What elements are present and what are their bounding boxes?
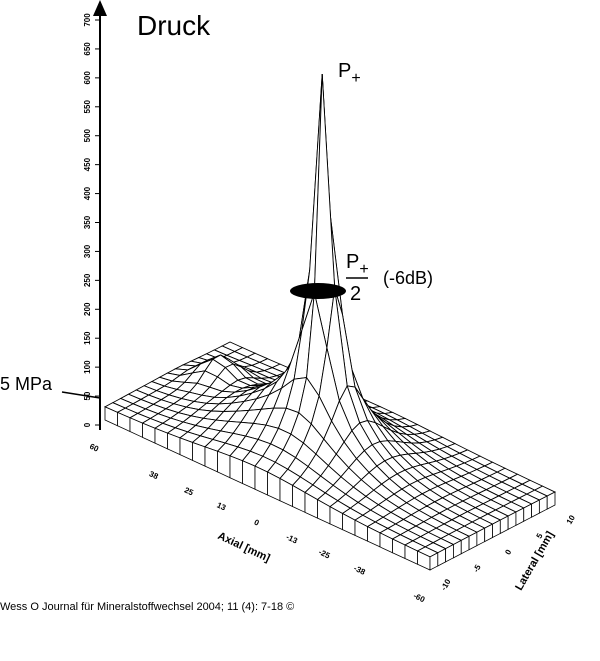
y-tick-label: 0 bbox=[503, 548, 513, 557]
z-tick-label: 350 bbox=[83, 215, 92, 229]
y-axis-label: Lateral [mm] bbox=[513, 529, 557, 592]
half-label-denominator: 2 bbox=[350, 283, 361, 305]
x-tick-label: -60 bbox=[412, 591, 427, 604]
z-tick-label: 450 bbox=[83, 157, 92, 171]
z-tick-label: 50 bbox=[83, 391, 92, 400]
z-tick-label: 100 bbox=[83, 360, 92, 374]
half-label-note: (-6dB) bbox=[383, 268, 433, 288]
y-tick-label: -10 bbox=[439, 577, 453, 592]
skirt bbox=[546, 491, 556, 510]
y-tick-label: 5 bbox=[535, 531, 545, 540]
x-tick-label: 13 bbox=[215, 501, 227, 513]
peak-label-base: P bbox=[338, 60, 351, 82]
z-tick-label: 250 bbox=[83, 273, 92, 287]
half-label-sub: + bbox=[359, 261, 368, 278]
x-tick-label: 0 bbox=[253, 518, 261, 528]
z-tick-label: 300 bbox=[83, 244, 92, 258]
peak-label-sub: + bbox=[351, 70, 360, 87]
z-tick-label: 400 bbox=[83, 186, 92, 200]
skirt bbox=[242, 460, 256, 490]
z-tick-label: 650 bbox=[83, 42, 92, 56]
z-tick-label: 200 bbox=[83, 302, 92, 316]
z-tick-label: 700 bbox=[83, 13, 92, 27]
skirt bbox=[229, 455, 243, 485]
x-tick-label: 60 bbox=[88, 442, 100, 454]
reference-label: 5 MPa bbox=[0, 374, 53, 394]
x-tick-label: -38 bbox=[352, 564, 367, 577]
x-tick-label: 38 bbox=[148, 469, 160, 481]
half-label: P+ bbox=[346, 251, 369, 278]
reference-line bbox=[61, 391, 101, 399]
x-tick-label: -25 bbox=[317, 547, 332, 560]
footer: Wess O Journal für Mineralstoffwechsel 2… bbox=[0, 601, 294, 613]
x-tick-label: 25 bbox=[183, 486, 195, 498]
z-tick-label: 150 bbox=[83, 331, 92, 345]
z-axis-arrow bbox=[93, 0, 107, 16]
half-label-base: P bbox=[346, 251, 359, 273]
skirt bbox=[192, 441, 206, 467]
z-tick-label: 500 bbox=[83, 128, 92, 142]
x-axis-label: Axial [mm] bbox=[216, 530, 272, 565]
peak-label: P+ bbox=[338, 60, 361, 87]
skirt bbox=[204, 446, 218, 473]
y-tick-label: -5 bbox=[471, 563, 483, 574]
chart-title: Druck bbox=[137, 10, 211, 41]
skirt bbox=[217, 450, 231, 479]
z-tick-label: 550 bbox=[83, 100, 92, 114]
surface-mesh bbox=[103, 73, 557, 571]
z-tick-label: 600 bbox=[83, 71, 92, 85]
y-tick-label: 10 bbox=[565, 513, 578, 526]
x-tick-label: -13 bbox=[285, 532, 300, 545]
half-max-ellipse bbox=[290, 283, 346, 299]
z-tick-label: 0 bbox=[83, 422, 92, 427]
